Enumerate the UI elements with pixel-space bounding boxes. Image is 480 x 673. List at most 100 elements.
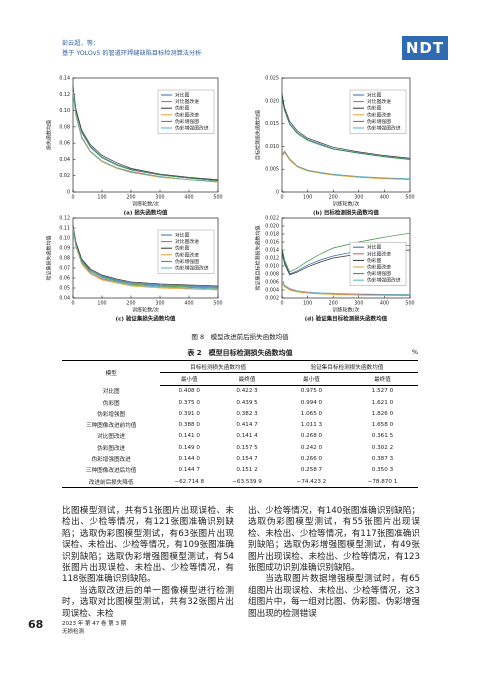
legend-label: 伪彩图 [367,105,382,112]
x-tick-label: 300 [354,195,363,201]
table-cell: −62.714 8 [160,475,219,489]
journal-logo: NDT [402,36,448,60]
table-cell: 伪彩图 [102,400,120,407]
x-tick-label: 100 [97,301,106,307]
data-line [281,232,411,273]
table-cell: 伪彩增强图 [97,411,126,418]
table-cell: 1.826 0 [371,410,394,417]
table-cell: 0.408 0 [178,388,200,395]
legend-label: 伪彩图 [175,245,190,252]
table-cell: 0.388 0 [178,422,200,429]
legend-label: 对比图改进 [367,250,391,257]
x-axis-label: 训练轮数/次 [132,201,159,208]
x-axis-label: 训练轮数/次 [333,201,360,208]
y-axis-label: 目标检测损失函数均值 [255,110,262,160]
y-tick-label: 0 [276,190,279,196]
y-tick-label: 0.010 [265,264,279,270]
paragraph: 当选取图片数据增强模型测试时，有65组图片出现误检、未检出、少检等情况，这3组图… [248,574,420,619]
text-column-right: 出、少检等情况，有140张图准确识别缺陷；选取伪彩图模型测试，有55张图片出现误… [248,506,420,620]
table-cell: 对比图 [102,388,120,395]
table-cell: 1.065 0 [300,410,323,417]
table-row: 伪彩图 0.375 0 0.439 5 0.994 0 1.621 0 [62,397,418,408]
figure: 图 8 模型改进前后损失函数均值 0 0.02 0.04 0.06 0.08 0.10 0.… [46,76,415,342]
plot-frame [281,77,411,193]
table-cell: 0.439 5 [236,399,258,406]
x-tick-label: 300 [354,301,363,307]
issue: 2023 年 第 47 卷 第 3 期 [62,621,127,627]
table-cell: 0.157 5 [236,444,258,451]
x-tick-label: 200 [126,195,135,201]
table-row: 三种图像改进前均值 0.388 0 0.414 7 1.011 3 1.658 0 [62,419,418,430]
x-tick-label: 100 [97,195,106,201]
page-number: 68 [28,618,44,631]
table-title: 表 2 模型目标检测损失函数均值 [187,349,293,357]
legend-label: 伪彩图 [367,257,382,264]
plot-frame [72,77,219,193]
table-cell: 0.350 3 [371,467,394,474]
y-tick-label: 0.025 [265,76,279,82]
y-tick-label: 0.004 [265,288,279,294]
table-cell: 1.621 0 [371,399,394,406]
table-row: 伪彩增强图改进 0.144 0 0.154 7 0.266 0 0.387 3 [62,453,418,464]
table-cell: 改进前后损失降低 [62,475,161,489]
table-cell: −78.870 1 [346,475,418,489]
table-row: 改进前后损失降低 −62.714 8 −63.539 9 −74.423 2 −78.8… [62,475,418,489]
y-tick-label: 0.005 [265,167,279,173]
legend-label: 伪彩图改进 [367,111,391,118]
header-cell: 模型 [62,360,161,386]
table-row: 三种图像改进后均值 0.144 7 0.151 2 0.258 7 0.350 3 [62,465,418,476]
table-cell: 0.994 0 [300,399,323,406]
table-cell: 0.387 3 [371,456,394,463]
legend-label: 伪彩增强图 [367,270,391,277]
x-axis-label: 训练轮数/次 [333,307,360,314]
legend-label: 伪彩图改进 [367,264,391,271]
y-tick-label: 0.04 [59,157,70,163]
x-axis-label: 训练轮数/次 [132,307,159,314]
x-tick-label: 200 [329,301,338,307]
x-tick-label: 0 [280,195,283,201]
legend-label: 对比图改进 [367,98,391,105]
panel-caption: (d) 验证集目标检测损失函数均值 [305,315,388,323]
table-cell: 0.144 7 [178,467,200,474]
table-cell: 0.258 7 [300,467,323,474]
y-tick-label: 0.008 [265,272,279,278]
table-cell: 0.361 5 [371,433,394,440]
table-cell: 0.975 0 [300,388,323,395]
x-tick-label: 300 [155,195,164,201]
legend-label: 对比图 [367,92,382,99]
x-tick-label: 300 [155,301,164,307]
y-axis-label: 验证集损失函数均值 [46,235,53,280]
table-cell: 0.268 0 [300,433,323,440]
data-line [72,91,219,182]
legend-frame [157,229,215,274]
subheader-cell: 最终值 [218,372,276,386]
legend-label: 伪彩增强图 [175,118,199,125]
y-tick-label: 0.018 [265,232,279,238]
table-cell: 伪彩图改进 [97,445,126,452]
table-cell: −74.423 2 [275,475,347,489]
table-cell: 0.141 4 [236,433,258,440]
x-tick-label: 400 [184,195,193,201]
table-row: 对比图 0.408 0 0.422 3 0.975 0 1.527 0 [62,385,418,397]
panel-caption: (b) 目标检测损失函数均值 [313,209,379,217]
x-tick-label: 400 [380,301,389,307]
y-tick-label: 0.07 [59,266,70,272]
legend-label: 伪彩图改进 [175,251,199,258]
data-line [281,152,411,181]
y-tick-label: 0.06 [59,276,70,282]
table-unit: % [411,348,418,356]
legend-label: 对比图 [367,244,382,251]
header-row: 模型 目标检测损失函数均值 验证集目标检测损失函数均值 [62,359,418,386]
data-line [72,227,219,290]
table-cell: 伪彩增强图改进 [91,457,131,464]
panel-caption: (a) 损失函数均值 [124,209,168,217]
data-line [281,282,410,296]
subheader-cell: 最小值 [275,372,347,386]
legend-label: 对比图 [175,232,190,239]
x-tick-label: 500 [405,195,414,201]
y-tick-label: 0.002 [265,296,279,302]
data-line [72,88,219,181]
table-cell: 对比图改进 [97,434,126,441]
y-tick-label: 0.09 [59,246,70,252]
